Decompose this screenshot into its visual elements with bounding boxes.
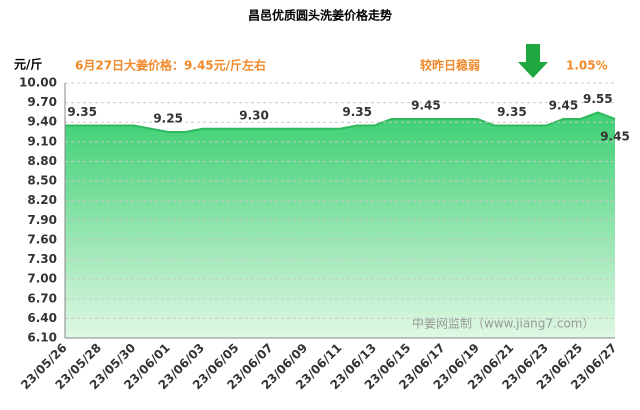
y-tick-label: 10.00 — [19, 76, 57, 90]
data-label: 9.45 — [549, 98, 579, 112]
data-label: 9.45 — [600, 129, 630, 143]
y-tick-label: 7.30 — [27, 252, 57, 266]
y-tick-label: 6.70 — [27, 291, 57, 305]
data-label: 9.35 — [67, 105, 97, 119]
y-tick-label: 8.80 — [27, 154, 57, 168]
y-tick-label: 6.10 — [27, 331, 57, 345]
line — [65, 111, 616, 134]
data-label: 9.35 — [497, 105, 527, 119]
annotation: 6月27日大姜价格：9.45元/斤左右 — [75, 58, 266, 73]
chart-title: 昌邑优质圆头洗姜价格走势 — [248, 8, 392, 23]
data-label: 9.35 — [342, 105, 372, 119]
data-label: 9.45 — [411, 98, 441, 112]
y-tick-label: 6.40 — [27, 311, 57, 325]
watermark: 中姜网监制（www.jiang7.com） — [412, 316, 594, 331]
y-tick-label: 8.50 — [27, 174, 57, 188]
down-arrow — [518, 44, 548, 78]
y-tick-label: 7.90 — [27, 213, 57, 227]
y-tick-label: 8.20 — [27, 193, 57, 207]
y-tick-label: 9.40 — [27, 115, 57, 129]
y-tick-label: 7.60 — [27, 232, 57, 246]
annotation: 1.05% — [566, 59, 608, 73]
y-tick-label: 9.10 — [27, 134, 57, 148]
data-label: 9.30 — [239, 108, 269, 122]
y-tick-label: 9.70 — [27, 95, 57, 109]
area — [65, 112, 615, 338]
y-axis-label: 元/斤 — [14, 57, 42, 72]
data-label: 9.25 — [153, 112, 183, 126]
y-tick-label: 7.00 — [27, 272, 57, 286]
annotation: 较昨日稳弱 — [420, 58, 480, 73]
data-label: 9.55 — [583, 92, 613, 106]
